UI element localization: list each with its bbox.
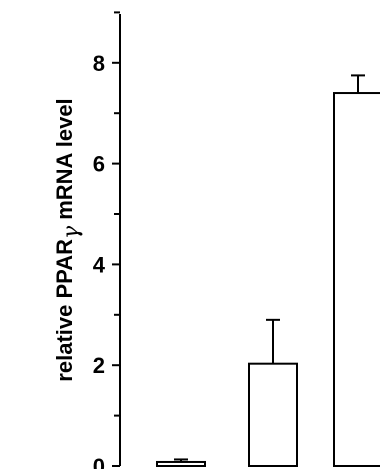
y-axis-title-suffix: mRNA level bbox=[52, 98, 77, 226]
y-tick-label: 0 bbox=[93, 454, 105, 469]
y-tick-label: 6 bbox=[93, 152, 105, 177]
y-axis-title: relative PPARγ mRNA level bbox=[52, 98, 84, 381]
bar-2 bbox=[249, 364, 297, 466]
y-tick-label: 4 bbox=[93, 252, 106, 277]
y-axis-title-symbol: γ bbox=[59, 225, 84, 239]
y-tick-label: 8 bbox=[93, 51, 105, 76]
bar-3 bbox=[334, 93, 380, 466]
y-tick-label: 2 bbox=[93, 353, 105, 378]
bars bbox=[157, 75, 380, 466]
bar-1 bbox=[157, 462, 205, 466]
y-axis-ticks: 0 2 4 6 8 bbox=[93, 12, 120, 469]
y-axis-title-prefix: relative PPAR bbox=[52, 239, 77, 382]
